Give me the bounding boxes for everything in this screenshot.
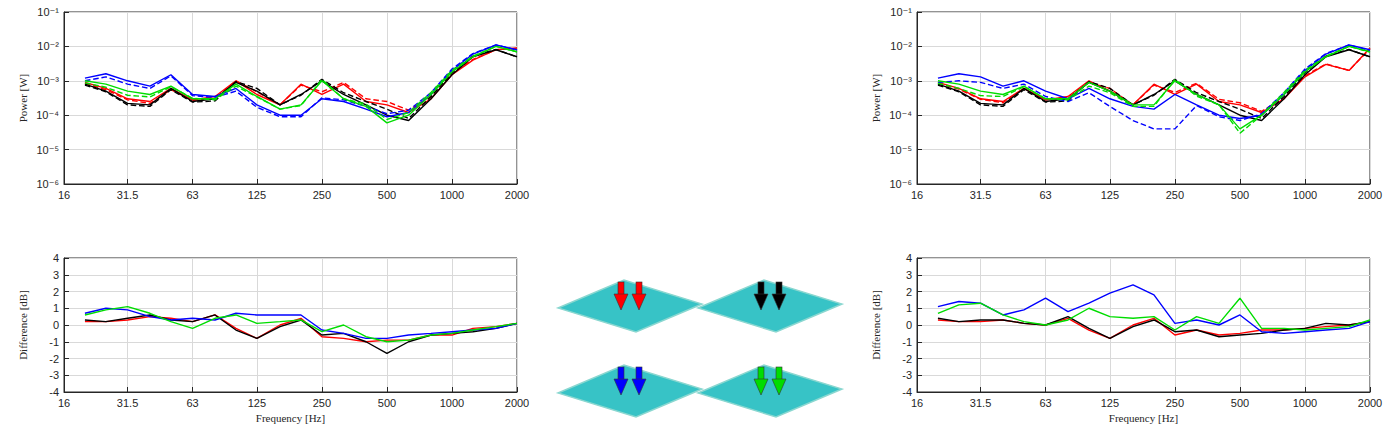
- svg-text:1000: 1000: [440, 189, 464, 201]
- svg-text:3: 3: [906, 269, 912, 281]
- svg-text:Difference [dB]: Difference [dB]: [870, 290, 882, 360]
- svg-text:31.5: 31.5: [970, 189, 991, 201]
- svg-text:2000: 2000: [1358, 189, 1382, 201]
- svg-text:-3: -3: [902, 369, 912, 381]
- svg-text:2: 2: [53, 286, 59, 298]
- svg-text:16: 16: [58, 189, 70, 201]
- svg-text:10⁻⁴: 10⁻⁴: [36, 109, 59, 121]
- svg-text:10⁻⁵: 10⁻⁵: [36, 144, 59, 156]
- svg-text:-3: -3: [49, 369, 59, 381]
- svg-text:500: 500: [378, 189, 396, 201]
- svg-text:1: 1: [906, 302, 912, 314]
- svg-text:10⁻³: 10⁻³: [890, 75, 912, 87]
- svg-text:63: 63: [1039, 189, 1051, 201]
- svg-text:10⁻⁴: 10⁻⁴: [889, 109, 912, 121]
- svg-text:-4: -4: [902, 386, 912, 398]
- svg-text:10⁻⁵: 10⁻⁵: [889, 144, 912, 156]
- svg-text:Frequency [Hz]: Frequency [Hz]: [256, 412, 325, 424]
- svg-text:10⁻⁶: 10⁻⁶: [36, 178, 59, 190]
- svg-text:63: 63: [186, 397, 198, 409]
- svg-text:10⁻¹: 10⁻¹: [37, 6, 59, 18]
- svg-text:Difference [dB]: Difference [dB]: [17, 290, 29, 360]
- svg-text:Power [W]: Power [W]: [870, 74, 882, 123]
- svg-text:4: 4: [906, 252, 912, 264]
- svg-text:10⁻⁶: 10⁻⁶: [889, 178, 912, 190]
- svg-text:4: 4: [53, 252, 59, 264]
- svg-text:10⁻²: 10⁻²: [37, 40, 59, 52]
- svg-text:500: 500: [1231, 397, 1249, 409]
- svg-text:-1: -1: [902, 336, 912, 348]
- svg-text:2000: 2000: [505, 397, 529, 409]
- svg-text:1000: 1000: [1293, 189, 1317, 201]
- svg-text:16: 16: [911, 189, 923, 201]
- svg-text:-4: -4: [49, 386, 59, 398]
- svg-text:250: 250: [313, 189, 331, 201]
- svg-text:31.5: 31.5: [117, 397, 138, 409]
- svg-text:500: 500: [1231, 189, 1249, 201]
- svg-text:1000: 1000: [440, 397, 464, 409]
- svg-text:250: 250: [313, 397, 331, 409]
- svg-text:2000: 2000: [505, 189, 529, 201]
- svg-text:-2: -2: [902, 353, 912, 365]
- svg-text:250: 250: [1166, 189, 1184, 201]
- svg-text:2: 2: [906, 286, 912, 298]
- svg-text:125: 125: [1101, 397, 1119, 409]
- svg-text:10⁻²: 10⁻²: [890, 40, 912, 52]
- svg-text:2000: 2000: [1358, 397, 1382, 409]
- svg-text:0: 0: [53, 319, 59, 331]
- svg-text:16: 16: [911, 397, 923, 409]
- svg-text:Power [W]: Power [W]: [17, 74, 29, 123]
- svg-text:31.5: 31.5: [970, 397, 991, 409]
- svg-text:31.5: 31.5: [117, 189, 138, 201]
- svg-text:1000: 1000: [1293, 397, 1317, 409]
- svg-text:10⁻³: 10⁻³: [37, 75, 59, 87]
- svg-text:63: 63: [1039, 397, 1051, 409]
- svg-text:250: 250: [1166, 397, 1184, 409]
- svg-text:125: 125: [248, 189, 266, 201]
- svg-text:63: 63: [186, 189, 198, 201]
- svg-text:1: 1: [53, 302, 59, 314]
- svg-text:-1: -1: [49, 336, 59, 348]
- svg-text:Frequency [Hz]: Frequency [Hz]: [1109, 412, 1178, 424]
- svg-text:500: 500: [378, 397, 396, 409]
- svg-text:0: 0: [906, 319, 912, 331]
- svg-text:125: 125: [1101, 189, 1119, 201]
- svg-text:-2: -2: [49, 353, 59, 365]
- svg-text:3: 3: [53, 269, 59, 281]
- svg-text:16: 16: [58, 397, 70, 409]
- svg-text:10⁻¹: 10⁻¹: [890, 6, 912, 18]
- svg-text:125: 125: [248, 397, 266, 409]
